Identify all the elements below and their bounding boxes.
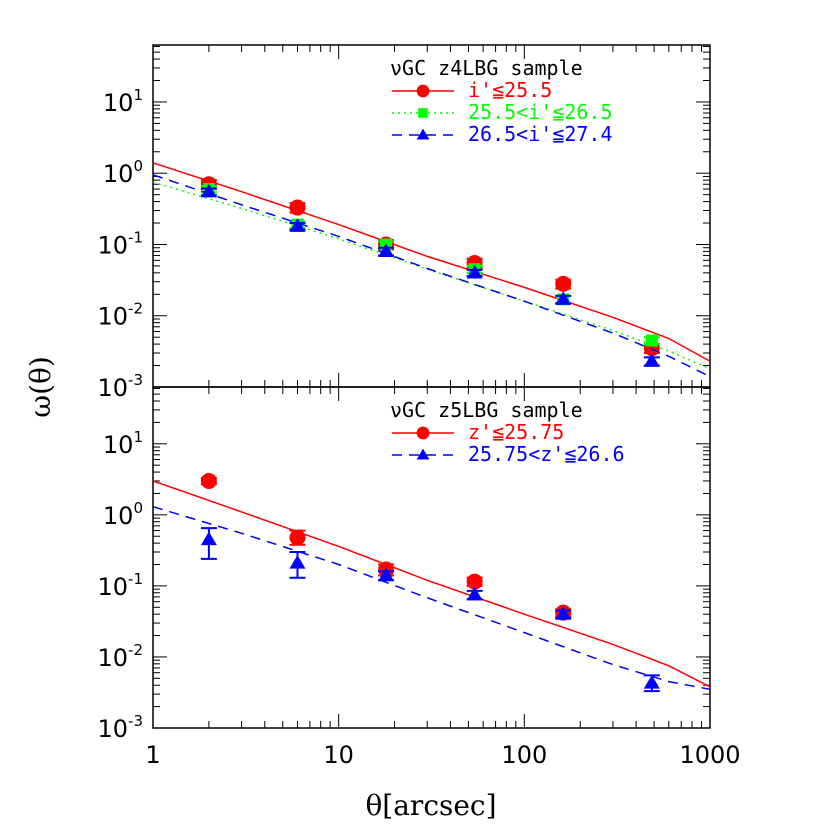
triangle-marker bbox=[378, 243, 395, 257]
y-tick-label: 10-3 bbox=[97, 712, 143, 743]
y-tick-exponent: 0 bbox=[133, 157, 143, 175]
triangle-marker bbox=[289, 218, 306, 232]
model-line bbox=[153, 174, 710, 378]
triangle-marker bbox=[555, 606, 572, 620]
triangle-marker bbox=[555, 291, 572, 305]
series-3 bbox=[153, 174, 710, 378]
y-tick-exponent: -2 bbox=[128, 641, 143, 659]
x-tick-label: 1 bbox=[145, 741, 160, 769]
y-tick-exponent: 0 bbox=[133, 499, 143, 517]
y-tick-exponent: -1 bbox=[128, 228, 143, 246]
circle-marker bbox=[289, 529, 306, 546]
y-tick-exponent: 1 bbox=[133, 428, 143, 446]
y-tick-exponent: -1 bbox=[128, 570, 143, 588]
y-tick-label: 100 bbox=[103, 499, 143, 530]
triangle-marker bbox=[200, 183, 217, 198]
y-tick-base: 10 bbox=[97, 715, 128, 743]
y-tick-exponent: -2 bbox=[128, 300, 143, 318]
series-1 bbox=[153, 162, 710, 362]
x-tick-label: 10 bbox=[323, 741, 354, 769]
circle-marker bbox=[555, 275, 572, 292]
y-tick-label: 101 bbox=[103, 428, 143, 459]
y-tick-label: 10-2 bbox=[97, 641, 143, 672]
plot-frame bbox=[152, 44, 711, 388]
y-tick-label: 10-1 bbox=[97, 570, 143, 601]
y-tick-label: 10-3 bbox=[97, 371, 143, 402]
triangle-marker bbox=[643, 353, 660, 367]
model-line bbox=[153, 505, 710, 691]
series-1 bbox=[153, 472, 710, 688]
triangle-marker bbox=[416, 448, 430, 460]
triangle-marker bbox=[416, 128, 430, 140]
y-tick-base: 10 bbox=[97, 644, 128, 672]
circle-marker bbox=[466, 573, 483, 590]
legend-title: νGC z4LBG sample bbox=[390, 56, 583, 80]
model-line bbox=[153, 162, 710, 362]
circle-marker bbox=[289, 199, 306, 216]
triangle-marker bbox=[200, 531, 217, 546]
y-tick-label: 10-2 bbox=[97, 300, 143, 331]
series-2 bbox=[153, 181, 710, 370]
legend-label: i'≦25.5 bbox=[468, 78, 552, 102]
y-axis-label: ω(θ) bbox=[24, 356, 57, 418]
y-tick-label: 10-1 bbox=[97, 228, 143, 259]
y-tick-base: 10 bbox=[97, 573, 128, 601]
circle-marker bbox=[200, 472, 217, 489]
y-tick-base: 10 bbox=[97, 303, 128, 331]
legend-label: 25.75<z'≦26.6 bbox=[468, 442, 625, 466]
triangle-marker bbox=[466, 586, 483, 601]
series-2 bbox=[153, 505, 710, 693]
y-tick-base: 10 bbox=[103, 89, 134, 117]
y-tick-base: 10 bbox=[103, 502, 134, 530]
triangle-marker bbox=[289, 555, 306, 569]
legend-label: 25.5<i'≦26.5 bbox=[468, 100, 613, 124]
x-tick-label: 1000 bbox=[679, 741, 740, 769]
square-marker bbox=[645, 334, 658, 347]
legend-title: νGC z5LBG sample bbox=[390, 398, 583, 422]
model-line bbox=[153, 181, 710, 370]
y-tick-exponent: 1 bbox=[133, 86, 143, 104]
y-tick-base: 10 bbox=[103, 160, 134, 188]
legend-label: 26.5<i'≦27.4 bbox=[468, 122, 613, 146]
model-line bbox=[153, 480, 710, 688]
x-axis-label: θ[arcsec] bbox=[365, 789, 496, 822]
circle-marker bbox=[416, 426, 430, 440]
circle-marker bbox=[416, 84, 430, 98]
y-tick-base: 10 bbox=[103, 431, 134, 459]
y-tick-base: 10 bbox=[97, 231, 128, 259]
y-tick-label: 100 bbox=[103, 157, 143, 188]
triangle-marker bbox=[378, 567, 395, 582]
y-tick-exponent: -3 bbox=[128, 712, 143, 730]
y-tick-label: 101 bbox=[103, 86, 143, 117]
legend-label: z'≦25.75 bbox=[468, 420, 564, 444]
y-tick-exponent: -3 bbox=[128, 371, 143, 389]
triangle-marker bbox=[643, 674, 660, 689]
plot-frame bbox=[152, 386, 711, 729]
x-tick-label: 100 bbox=[501, 741, 547, 769]
triangle-marker bbox=[466, 264, 483, 279]
square-marker bbox=[418, 108, 428, 118]
y-tick-base: 10 bbox=[97, 374, 128, 402]
